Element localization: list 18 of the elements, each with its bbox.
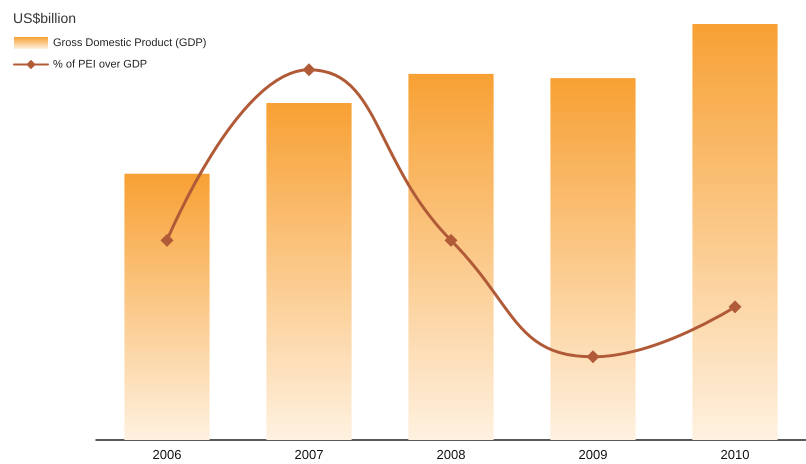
point	[444, 234, 458, 247]
bar	[550, 78, 636, 440]
y-axis-title: US$billion	[13, 10, 76, 26]
x-tick-label: 2009	[578, 447, 608, 462]
point	[728, 300, 742, 314]
point	[586, 350, 600, 364]
x-tick-label: 2008	[436, 447, 466, 462]
point	[160, 234, 174, 247]
bar	[266, 103, 352, 440]
legend-label: % of PEI over GDP	[53, 58, 148, 70]
x-tick-label: 2006	[152, 447, 182, 462]
x-tick-label: 2010	[720, 447, 750, 462]
point	[302, 63, 316, 76]
bar	[124, 174, 210, 440]
legend-label: Gross Domestic Product (GDP)	[53, 37, 206, 49]
x-tick-label: 2007	[294, 447, 324, 462]
bar	[692, 24, 778, 440]
bar	[408, 74, 494, 440]
